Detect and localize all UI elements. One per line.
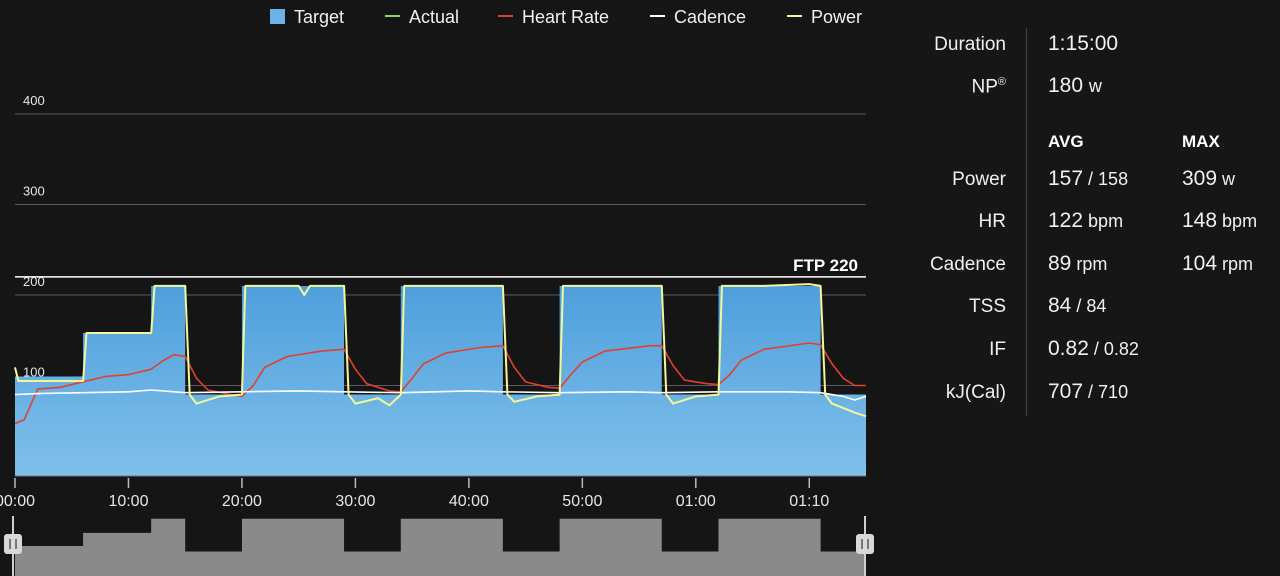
stat-avg-value: 89 rpm [1048,252,1108,275]
stat-label-hr: HR [978,211,1006,232]
avg-header: AVG [1048,132,1084,151]
series-layer [14,283,867,425]
x-tick-label: 10:00 [108,493,148,510]
x-tick-label: 00:00 [0,493,35,510]
y-tick-label: 200 [23,274,45,289]
scrubber-handle-left[interactable] [4,516,22,576]
np-unit: w [1088,76,1102,96]
stat-avg-value: 122 bpm [1048,209,1124,232]
np-value: 180 w [1048,74,1102,98]
legend: Target Actual Heart Rate Cadence Power [270,7,862,27]
legend-label: Actual [409,7,459,27]
ftp-label: FTP 220 [793,256,858,275]
series-line-power [14,283,867,418]
legend-swatch-target [270,9,285,24]
y-tick-label: 300 [23,184,45,199]
stats-panel: Duration 1:15:00 NP® 180 w AVG MAX Power… [880,0,1280,576]
np-label-text: NP [971,76,998,98]
duration-value: 1:15:00 [1048,32,1119,55]
pause-handle-icon [856,534,874,554]
max-header: MAX [1182,132,1220,151]
legend-label: Target [294,7,344,27]
x-tick-label: 40:00 [449,493,489,510]
stat-max-value: 104 rpm [1182,252,1254,275]
series-line-heart-rate [14,342,866,425]
legend-label: Power [811,7,862,27]
stat-avg-value: 0.82 / 0.82 [1048,337,1139,360]
stat-max-value: 148 bpm [1182,209,1258,232]
target-area-layer [15,285,866,476]
x-tick-label: 01:00 [676,493,716,510]
scrubber-profile [15,518,866,576]
stat-avg-value: 84 / 84 [1048,294,1107,317]
legend-label: Cadence [674,7,746,27]
x-tick-label: 01:10 [789,493,829,510]
scrubber-handle-right[interactable] [856,516,874,576]
pause-handle-icon [4,534,22,554]
target-area [15,285,866,476]
stat-max-value: 309 w [1182,167,1236,190]
stat-label-tss: TSS [969,296,1006,317]
y-tick-label: 400 [23,93,45,108]
stat-label-kj-cal-: kJ(Cal) [945,382,1006,403]
x-tick-label: 20:00 [222,493,262,510]
workout-chart: 100 200 300 400 FTP 220 Target Actual Heart R… [0,7,874,576]
np-label: NP® [880,76,1006,98]
x-tick-label: 30:00 [335,493,375,510]
chart-panel: 100 200 300 400 FTP 220 Target Actual Heart R… [0,7,874,576]
timeline-scrubber[interactable] [4,516,874,576]
stat-label-power: Power [952,169,1006,190]
stat-label-if: IF [989,339,1006,360]
x-tick-label: 50:00 [562,493,602,510]
stat-avg-value: 707 / 710 [1048,380,1129,403]
np-registered-mark: ® [997,76,1006,88]
ftp-layer: FTP 220 [15,256,866,278]
stats-divider [1026,28,1027,416]
duration-label: Duration [934,34,1006,55]
x-axis: 00:00 10:00 20:00 30:00 40:00 50:00 01:00 01:10 [0,475,866,510]
y-tick-label: 100 [23,365,45,380]
legend-label: Heart Rate [522,7,609,27]
stat-avg-value: 157 / 158 [1048,167,1129,190]
series-line-cadence [14,389,867,401]
np-number: 180 [1048,74,1084,97]
stat-label-cadence: Cadence [929,254,1006,275]
